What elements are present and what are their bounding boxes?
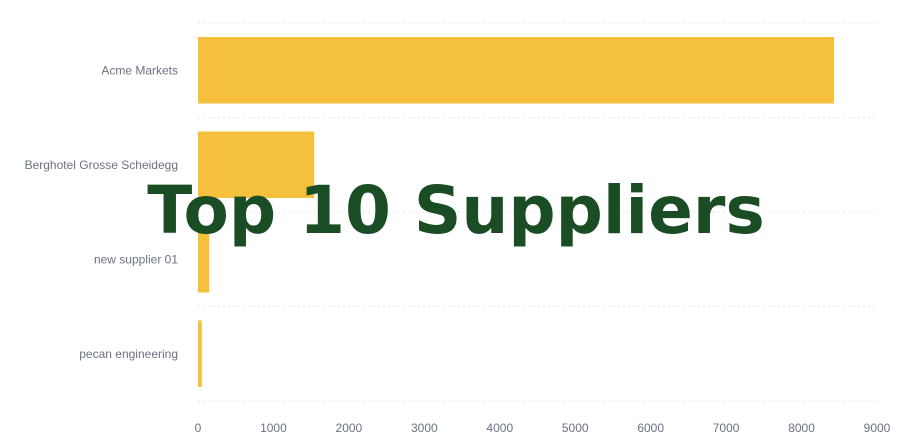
x-tick-label: 1000 bbox=[260, 421, 287, 435]
x-tick-label: 3000 bbox=[411, 421, 438, 435]
x-tick-label: 4000 bbox=[486, 421, 513, 435]
category-label: Berghotel Grosse Scheidegg bbox=[25, 158, 178, 172]
x-tick-label: 5000 bbox=[562, 421, 589, 435]
x-axis-ticks: 0 1000 2000 3000 4000 5000 6000 7000 8000 9000 bbox=[195, 421, 891, 435]
bar[interactable] bbox=[198, 320, 202, 388]
bar-layer bbox=[198, 37, 834, 387]
x-tick-label: 9000 bbox=[864, 421, 891, 435]
x-tick-label: 6000 bbox=[637, 421, 664, 435]
category-label: pecan engineering bbox=[79, 347, 178, 361]
overlay-title: Top 10 Suppliers bbox=[147, 172, 765, 249]
bar[interactable] bbox=[198, 37, 834, 104]
x-tick-label: 8000 bbox=[788, 421, 815, 435]
bar[interactable] bbox=[198, 131, 315, 199]
x-tick-label: 2000 bbox=[336, 421, 363, 435]
grid-layer bbox=[198, 22, 877, 402]
category-label: new supplier 01 bbox=[94, 252, 178, 266]
category-label: Acme Markets bbox=[101, 63, 178, 77]
x-tick-label: 0 bbox=[195, 421, 202, 435]
x-tick-label: 7000 bbox=[713, 421, 740, 435]
category-labels: Acme Markets Berghotel Grosse Scheidegg ne… bbox=[25, 63, 179, 361]
bar[interactable] bbox=[198, 226, 210, 293]
